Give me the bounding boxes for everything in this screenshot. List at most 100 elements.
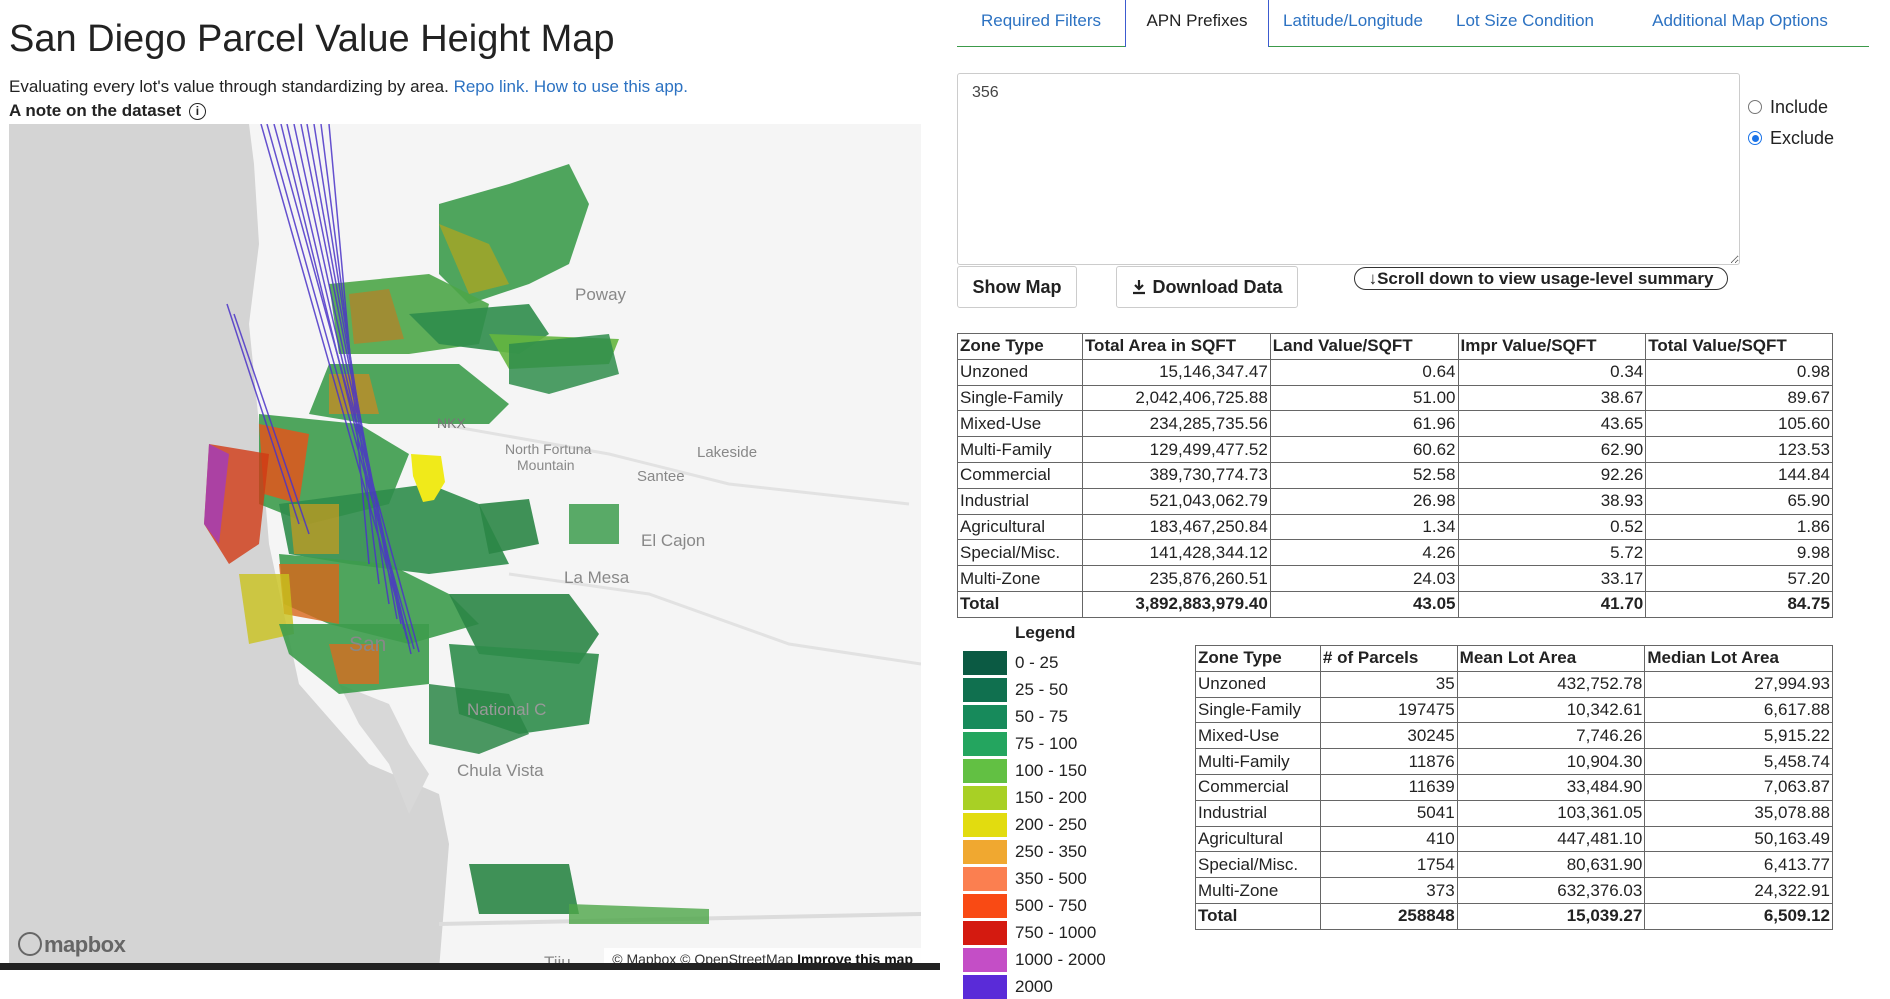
legend-label: 2000: [1015, 977, 1053, 996]
value-cell: 52.58: [1269, 461, 1459, 489]
legend-item: 100 - 150: [963, 759, 1087, 783]
legend-swatch: [963, 732, 1007, 756]
legend-swatch: [963, 678, 1007, 702]
show-map-button[interactable]: Show Map: [957, 266, 1077, 308]
tab-required-filters[interactable]: Required Filters: [981, 11, 1101, 30]
value-summary-table: Zone Type Total Area in SQFT Land Value/SQ…: [957, 333, 1833, 618]
table-row: Unzoned 15,146,347.47 0.64 0.34 0.98: [957, 358, 1833, 386]
value-cell: 10,904.30: [1456, 748, 1646, 775]
info-icon[interactable]: i: [188, 103, 206, 121]
tab-latitude-longitude[interactable]: Latitude/Longitude: [1283, 11, 1423, 30]
value-cell: 33.17: [1457, 565, 1647, 592]
value-cell: 11876: [1319, 748, 1458, 775]
table-row: Total 3,892,883,979.40 43.05 41.70 84.75: [957, 590, 1833, 618]
dataset-note[interactable]: A note on the dataset i: [9, 101, 206, 121]
apn-prefix-input[interactable]: [957, 73, 1740, 265]
legend-item: 0 - 25: [963, 651, 1058, 675]
left-panel: San Diego Parcel Value Height Map Evalua…: [0, 0, 940, 970]
legend-item: 75 - 100: [963, 732, 1077, 756]
exclude-radio-button[interactable]: [1748, 131, 1762, 145]
value-cell: 9.98: [1645, 539, 1833, 567]
table-row: Multi-Zone 235,876,260.51 24.03 33.17 57.20: [957, 565, 1833, 592]
value_table-header-cell: Total Area in SQFT: [1081, 333, 1271, 360]
value-cell: 6,509.12: [1644, 902, 1833, 930]
value-cell: 7,063.87: [1644, 773, 1833, 801]
legend-item: 500 - 750: [963, 894, 1087, 918]
map-label-poway: Poway: [575, 285, 627, 304]
value-cell: 6,617.88: [1644, 696, 1833, 724]
value-cell: 60.62: [1269, 436, 1459, 463]
value-cell: 24,322.91: [1644, 877, 1833, 904]
value-cell: 103,361.05: [1456, 799, 1646, 827]
parcel-cluster: [259, 424, 309, 504]
value-cell: 62.90: [1457, 436, 1647, 463]
legend-swatch: [963, 840, 1007, 864]
legend-item: 2000: [963, 975, 1053, 999]
map-view[interactable]: Poway NKX North Fortuna Mountain Lakesid…: [9, 124, 921, 970]
include-radio-button[interactable]: [1748, 100, 1762, 114]
value_table-header-cell: Total Value/SQFT: [1645, 333, 1833, 360]
value-cell: 389,730,774.73: [1081, 461, 1271, 489]
value-cell: 144.84: [1645, 461, 1833, 489]
value_table-header-cell: Land Value/SQFT: [1269, 333, 1459, 360]
include-radio[interactable]: Include: [1748, 97, 1828, 118]
parcel-summary-table: Zone Type # of Parcels Mean Lot Area Median…: [1195, 645, 1833, 930]
value-cell: 2,042,406,725.88: [1081, 384, 1271, 412]
repo-link[interactable]: Repo link.: [453, 77, 530, 96]
value-cell: 43.05: [1269, 590, 1459, 618]
map-label-mountain: Mountain: [517, 457, 575, 473]
legend-swatch: [963, 786, 1007, 810]
legend-swatch: [963, 867, 1007, 891]
right-panel: Required Filters APN Prefixes Latitude/L…: [957, 0, 1890, 999]
value-cell: 632,376.03: [1456, 877, 1646, 904]
value-cell: 5,915.22: [1644, 722, 1833, 750]
value-cell: 410: [1319, 825, 1458, 853]
value-cell: 0.64: [1269, 358, 1459, 386]
parcel-cluster: [279, 564, 339, 624]
table-row: Special/Misc. 141,428,344.12 4.26 5.72 9.98: [957, 539, 1833, 567]
value_table-header-cell: Zone Type: [957, 333, 1083, 360]
zone-type-cell: Single-Family: [957, 384, 1083, 412]
value-cell: 92.26: [1457, 461, 1647, 489]
legend-item: 350 - 500: [963, 867, 1087, 891]
exclude-radio[interactable]: Exclude: [1748, 128, 1834, 149]
table-row: Mixed-Use 30245 7,746.26 5,915.22: [1195, 722, 1833, 750]
value-cell: 84.75: [1645, 590, 1833, 618]
legend-label: 25 - 50: [1015, 680, 1068, 699]
value-cell: 6,413.77: [1644, 851, 1833, 879]
zone-type-cell: Mixed-Use: [957, 410, 1083, 438]
parcel-cluster: [429, 684, 529, 754]
legend-label: 500 - 750: [1015, 896, 1087, 915]
table-header-row: Zone Type Total Area in SQFT Land Value/SQ…: [957, 333, 1833, 360]
tab-additional-map-options[interactable]: Additional Map Options: [1652, 11, 1828, 30]
value-cell: 5.72: [1457, 539, 1647, 567]
tab-bar: Required Filters APN Prefixes Latitude/L…: [957, 0, 1869, 47]
value-cell: 26.98: [1269, 487, 1459, 515]
value-cell: 35,078.88: [1644, 799, 1833, 827]
mapbox-logo[interactable]: mapbox: [18, 932, 126, 958]
how-to-link[interactable]: How to use this app.: [533, 77, 688, 96]
value-cell: 38.93: [1457, 487, 1647, 515]
value-cell: 7,746.26: [1456, 722, 1646, 750]
map-label-north-fortuna: North Fortuna: [505, 441, 592, 457]
value-cell: 89.67: [1645, 384, 1833, 412]
value-cell: 1754: [1319, 851, 1458, 879]
zone-type-cell: Mixed-Use: [1195, 722, 1321, 750]
value-cell: 4.26: [1269, 539, 1459, 567]
map-canvas[interactable]: Poway NKX North Fortuna Mountain Lakesid…: [9, 124, 921, 970]
parcel-cluster: [569, 904, 709, 924]
value-cell: 432,752.78: [1456, 670, 1646, 698]
parcel_table-header-cell: Mean Lot Area: [1456, 645, 1646, 672]
table-row: Multi-Family 129,499,477.52 60.62 62.90 123.…: [957, 436, 1833, 463]
map-label-el-cajon: El Cajon: [641, 531, 705, 550]
map-label-san: San: [349, 633, 386, 656]
value-cell: 521,043,062.79: [1081, 487, 1271, 515]
value-cell: 123.53: [1645, 436, 1833, 463]
value-cell: 43.65: [1457, 410, 1647, 438]
parcel_table-header-cell: Zone Type: [1195, 645, 1321, 672]
scroll-summary-button[interactable]: ↓Scroll down to view usage-level summary: [1354, 267, 1728, 290]
tab-lot-size-condition[interactable]: Lot Size Condition: [1456, 11, 1594, 30]
mapbox-logo-icon: [18, 932, 42, 956]
download-data-button[interactable]: Download Data: [1116, 266, 1298, 308]
tab-apn-prefixes[interactable]: APN Prefixes: [1125, 0, 1269, 47]
